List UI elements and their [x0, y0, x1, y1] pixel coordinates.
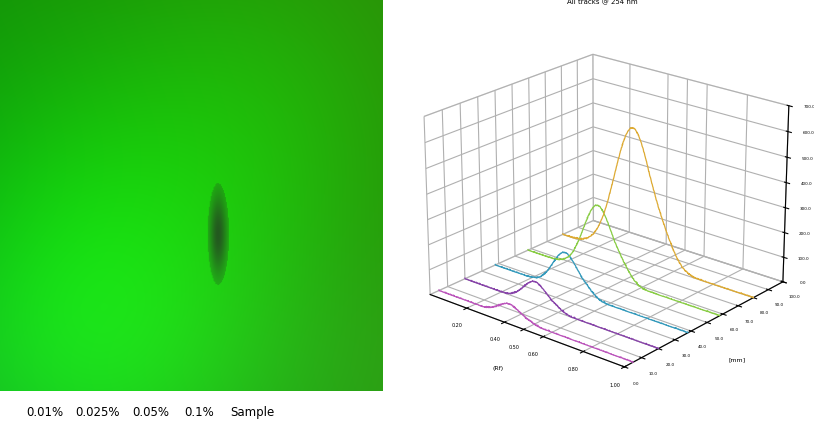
Text: 0.025%: 0.025% — [76, 406, 120, 419]
Text: 0.05%: 0.05% — [132, 406, 169, 419]
Title: All tracks @ 254 nm: All tracks @ 254 nm — [567, 0, 637, 6]
Text: 0.1%: 0.1% — [185, 406, 214, 419]
Text: Sample: Sample — [230, 406, 274, 419]
Y-axis label: [mm]: [mm] — [729, 357, 746, 362]
X-axis label: (Rf): (Rf) — [492, 366, 504, 371]
Text: 0.01%: 0.01% — [26, 406, 63, 419]
